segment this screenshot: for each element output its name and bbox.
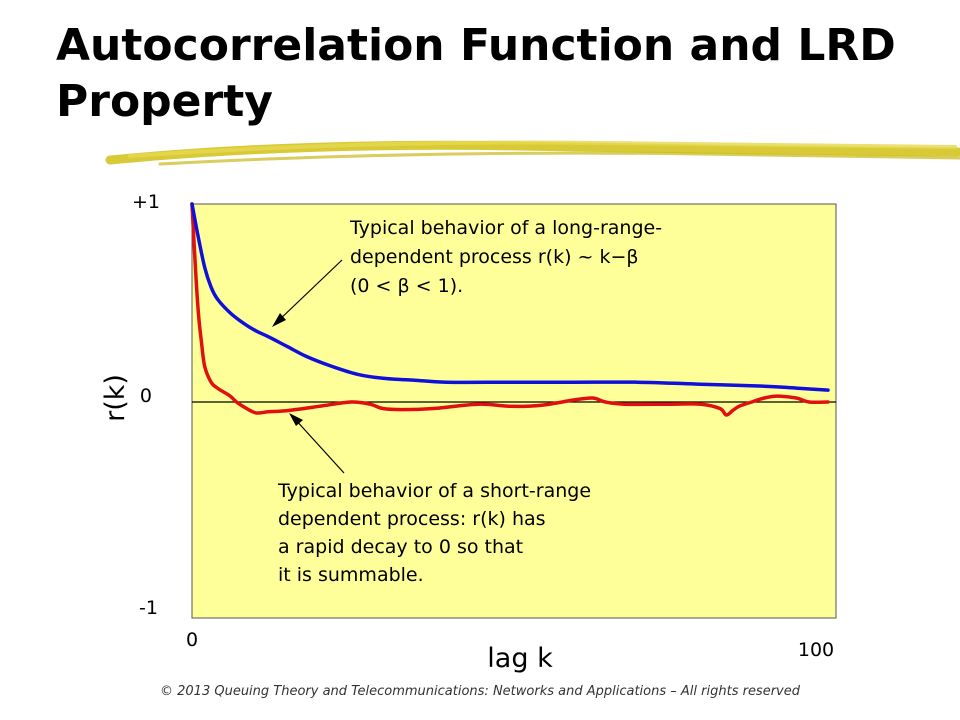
annotation-short-range-line: Typical behavior of a short-range <box>277 480 591 502</box>
y-axis-title: r(k) <box>100 374 131 422</box>
arrow-short-range <box>289 413 345 474</box>
series-line-long-range <box>190 202 830 392</box>
plot-area <box>191 203 837 619</box>
arrow-long-range <box>272 259 343 327</box>
y-tick-label-zero: 0 <box>140 385 152 407</box>
annotation-long-range-line: dependent process r(k) ~ k−β <box>350 246 639 268</box>
annotation-short-range: Typical behavior of a short-range depend… <box>277 480 597 586</box>
y-tick-label-bottom: -1 <box>139 597 158 619</box>
footer-copyright: © 2013 Queuing Theory and Telecommunicat… <box>160 684 800 699</box>
x-tick-label-end: 100 <box>798 639 834 661</box>
annotation-short-range-line: it is summable. <box>278 564 424 586</box>
x-tick-label-start: 0 <box>186 629 198 651</box>
y-tick-label-top: +1 <box>132 191 160 213</box>
annotation-long-range-line: Typical behavior of a long-range- <box>349 217 662 239</box>
annotation-short-range-line: a rapid decay to 0 so that <box>278 536 523 558</box>
annotation-long-range: Typical behavior of a long-range- depend… <box>349 217 668 297</box>
x-axis-title: lag k <box>487 643 553 674</box>
annotation-short-range-line: dependent process: r(k) has <box>278 508 546 530</box>
annotation-long-range-line: (0 < β < 1). <box>350 275 463 297</box>
series-line-short-range <box>190 202 830 417</box>
slide-title: Autocorrelation Function and LRD Propert… <box>56 20 896 127</box>
